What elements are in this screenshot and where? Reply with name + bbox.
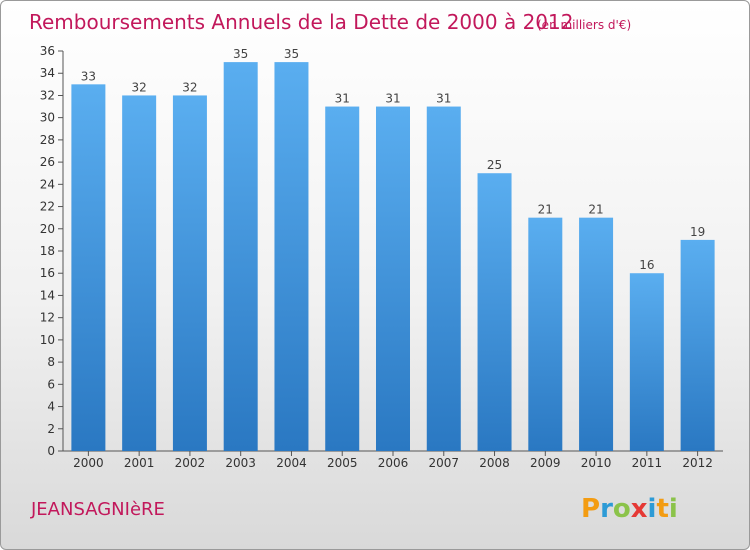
y-tick-label: 10 xyxy=(40,333,55,347)
y-tick-label: 30 xyxy=(40,111,55,125)
x-tick-label: 2011 xyxy=(632,456,663,470)
bar-value-label: 35 xyxy=(284,47,299,61)
commune-name: JEANSAGNIèRE xyxy=(30,499,165,520)
logo-letter: P xyxy=(581,494,600,524)
x-tick-label: 2004 xyxy=(276,456,307,470)
bar-value-label: 32 xyxy=(182,80,197,94)
y-tick-label: 14 xyxy=(40,288,55,302)
y-tick-label: 16 xyxy=(40,266,55,280)
bar-value-label: 25 xyxy=(487,158,502,172)
bar-value-label: 21 xyxy=(538,203,553,217)
bar-value-label: 31 xyxy=(436,92,451,106)
y-tick-label: 4 xyxy=(47,400,55,414)
bar-value-label: 31 xyxy=(385,92,400,106)
bar-value-label: 16 xyxy=(639,258,654,272)
chart-unit-note: (en milliers d'€) xyxy=(537,18,631,32)
x-tick-label: 2000 xyxy=(73,456,104,470)
bar-value-label: 19 xyxy=(690,225,705,239)
bar xyxy=(71,84,106,451)
x-tick-label: 2003 xyxy=(225,456,256,470)
bar xyxy=(680,239,715,451)
y-tick-label: 18 xyxy=(40,244,55,258)
logo-letter: t xyxy=(656,494,668,524)
x-tick-label: 2010 xyxy=(581,456,612,470)
bar xyxy=(528,217,563,451)
x-tick-label: 2005 xyxy=(327,456,358,470)
y-tick-label: 32 xyxy=(40,88,55,102)
bar xyxy=(172,95,207,451)
y-tick-label: 2 xyxy=(47,422,55,436)
y-tick-label: 34 xyxy=(40,66,55,80)
bar xyxy=(274,62,309,451)
y-tick-label: 8 xyxy=(47,355,55,369)
logo-letter: o xyxy=(613,494,631,524)
logo-letter: i xyxy=(648,494,657,524)
bar-value-label: 35 xyxy=(233,47,248,61)
bars-group xyxy=(71,62,715,452)
y-tick-label: 28 xyxy=(40,133,55,147)
bar xyxy=(325,106,360,452)
y-tick-label: 6 xyxy=(47,377,55,391)
bar-value-label: 31 xyxy=(335,92,350,106)
logo-letter: x xyxy=(631,494,648,524)
bar xyxy=(223,62,258,451)
x-tick-label: 2002 xyxy=(175,456,206,470)
value-labels-group: 33 32 32 35 35 31 31 31 25 21 21 16 19 xyxy=(81,47,706,272)
y-tick-label: 12 xyxy=(40,311,55,325)
bar xyxy=(579,217,614,451)
x-tick-label: 2006 xyxy=(378,456,409,470)
x-tick-label: 2012 xyxy=(682,456,713,470)
bar xyxy=(122,95,157,451)
proxiti-logo: Proxiti xyxy=(581,494,678,524)
bar-value-label: 33 xyxy=(81,69,96,83)
logo-letter: i xyxy=(669,494,678,524)
bar xyxy=(376,106,410,452)
y-tick-label: 26 xyxy=(40,155,55,169)
x-tick-label: 2001 xyxy=(124,456,155,470)
y-tick-label: 22 xyxy=(40,200,55,214)
x-tick-label: 2009 xyxy=(530,456,561,470)
x-axis: 2000 2001 2002 2003 2004 2005 2006 2007 2008 2009… xyxy=(63,450,723,470)
bar xyxy=(629,273,664,451)
y-tick-label: 36 xyxy=(40,44,55,58)
bar-value-label: 32 xyxy=(132,80,147,94)
y-tick-label: 0 xyxy=(47,444,55,458)
bar xyxy=(426,106,461,452)
logo-letter: r xyxy=(600,494,613,524)
bar-value-label: 21 xyxy=(588,203,603,217)
y-tick-label: 20 xyxy=(40,222,55,236)
bar xyxy=(477,173,512,451)
x-tick-label: 2007 xyxy=(428,456,459,470)
chart-title: Remboursements Annuels de la Dette de 20… xyxy=(29,10,573,34)
x-tick-label: 2008 xyxy=(479,456,510,470)
y-tick-label: 24 xyxy=(40,177,55,191)
